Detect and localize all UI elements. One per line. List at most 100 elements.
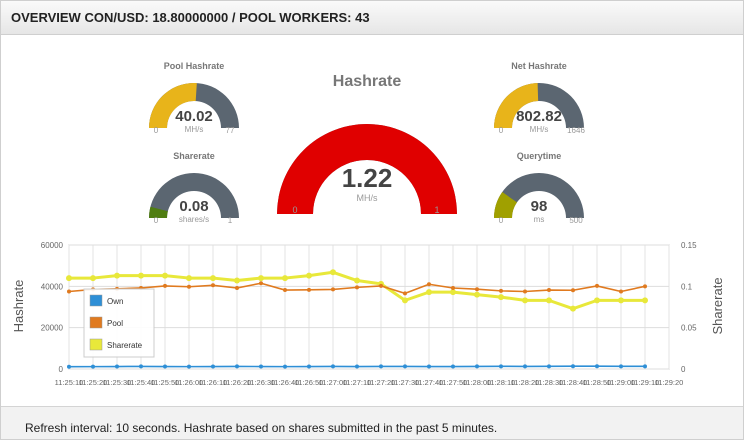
data-point-own: [235, 364, 239, 369]
gauge-net-hashrate-value: 802.82: [516, 108, 562, 125]
gauge-net-hashrate: Net Hashrate 802.82 MH/s 0 1646: [494, 61, 585, 135]
panel-footer: Refresh interval: 10 seconds. Hashrate b…: [1, 406, 743, 439]
data-point-sharerate: [162, 272, 168, 279]
data-point-pool: [499, 288, 503, 293]
x-tick-label: 11:26:50: [295, 378, 324, 387]
data-point-sharerate: [282, 275, 288, 282]
legend-swatch-own: [89, 294, 103, 307]
data-point-own: [499, 364, 503, 369]
data-point-sharerate: [186, 275, 192, 282]
gauge-hashrate-min: 0: [292, 205, 297, 215]
x-tick-label: 11:27:30: [391, 378, 420, 387]
x-tick-label: 11:25:30: [103, 378, 132, 387]
data-point-own: [595, 364, 599, 369]
gauge-querytime-value: 98: [531, 198, 548, 215]
data-point-own: [283, 364, 287, 369]
data-point-own: [523, 364, 527, 369]
data-point-pool: [619, 289, 623, 294]
x-tick-label: 11:27:00: [319, 378, 348, 387]
gauge-pool-hashrate-unit: MH/s: [185, 125, 204, 134]
x-tick-label: 11:28:50: [583, 378, 612, 387]
data-point-sharerate: [114, 272, 120, 279]
gauge-net-hashrate-title: Net Hashrate: [511, 61, 567, 71]
data-point-pool: [643, 284, 647, 289]
data-point-own: [259, 364, 263, 369]
gauge-querytime: Querytime 98 ms 0 500: [494, 151, 584, 225]
data-point-sharerate: [546, 297, 552, 304]
gauge-hashrate-max: 1: [434, 205, 439, 215]
data-point-sharerate: [642, 297, 648, 304]
data-point-sharerate: [210, 275, 216, 282]
gauge-hashrate: Hashrate 1.22 MH/s 0 1: [277, 73, 457, 215]
data-point-sharerate: [66, 275, 72, 282]
gauge-net-hashrate-fill: [494, 83, 539, 128]
data-point-pool: [211, 283, 215, 288]
data-point-own: [307, 364, 311, 369]
x-tick-label: 11:25:20: [79, 378, 108, 387]
data-point-sharerate: [450, 289, 456, 296]
data-point-sharerate: [234, 277, 240, 284]
data-point-sharerate: [498, 294, 504, 301]
gauge-sharerate-fill: [149, 206, 168, 218]
x-tick-label: 11:28:40: [559, 378, 588, 387]
data-point-own: [331, 364, 335, 369]
data-point-pool: [67, 289, 71, 294]
data-point-sharerate: [474, 291, 480, 298]
data-point-pool: [259, 281, 263, 286]
data-point-own: [187, 364, 191, 369]
data-point-own: [619, 364, 623, 369]
gauge-sharerate-min: 0: [154, 216, 159, 225]
hashrate-chart: 020000400006000000.050.10.1511:25:1011:2…: [11, 241, 725, 387]
x-tick-label: 11:27:50: [439, 378, 468, 387]
gauge-sharerate-track: [149, 173, 239, 218]
gauge-pool-hashrate-title: Pool Hashrate: [164, 61, 225, 71]
data-point-own: [403, 364, 407, 369]
y-tick-right: 0.1: [681, 282, 693, 291]
data-point-own: [427, 364, 431, 369]
data-point-sharerate: [90, 275, 96, 282]
data-point-sharerate: [330, 269, 336, 276]
gauge-querytime-min: 0: [499, 216, 504, 225]
legend-label-sharerate: Sharerate: [107, 341, 143, 350]
data-point-pool: [427, 282, 431, 287]
data-point-own: [451, 364, 455, 369]
data-point-sharerate: [594, 297, 600, 304]
data-point-own: [643, 364, 647, 369]
x-tick-label: 11:28:10: [487, 378, 516, 387]
gauge-sharerate-unit: shares/s: [179, 215, 209, 224]
data-point-own: [379, 364, 383, 369]
x-tick-label: 11:27:10: [343, 378, 372, 387]
gauge-net-hashrate-max: 1646: [567, 126, 585, 135]
x-tick-label: 11:26:30: [247, 378, 276, 387]
x-tick-label: 11:26:40: [271, 378, 300, 387]
x-tick-label: 11:28:00: [463, 378, 492, 387]
data-point-own: [355, 364, 359, 369]
y-tick-left: 40000: [41, 282, 64, 291]
gauge-querytime-title: Querytime: [517, 151, 562, 161]
x-tick-label: 11:26:00: [175, 378, 204, 387]
gauges-area: Pool Hashrate 40.02 MH/s 0 77 Net Hashra…: [149, 61, 585, 225]
data-point-sharerate: [306, 272, 312, 279]
legend-label-pool: Pool: [107, 319, 123, 328]
data-point-sharerate: [354, 277, 360, 284]
gauge-querytime-max: 500: [569, 216, 583, 225]
gauge-net-hashrate-unit: MH/s: [530, 125, 549, 134]
gauge-hashrate-value: 1.22: [342, 163, 393, 193]
chart-lines: [66, 269, 648, 369]
x-tick-label: 11:28:20: [511, 378, 540, 387]
data-point-pool: [571, 288, 575, 293]
data-point-sharerate: [138, 272, 144, 279]
data-point-sharerate: [522, 297, 528, 304]
gauge-hashrate-fill: [277, 124, 457, 214]
data-point-sharerate: [570, 305, 576, 312]
gauge-sharerate-title: Sharerate: [173, 151, 215, 161]
data-point-sharerate: [402, 297, 408, 304]
x-tick-label: 11:25:50: [151, 378, 180, 387]
gauge-sharerate-value: 0.08: [179, 198, 208, 215]
data-point-own: [211, 364, 215, 369]
panel-title: OVERVIEW CON/USD: 18.80000000 / POOL WOR…: [11, 10, 370, 25]
x-tick-label: 11:25:10: [55, 378, 84, 387]
data-point-pool: [331, 287, 335, 292]
refresh-info: Refresh interval: 10 seconds. Hashrate b…: [25, 421, 498, 435]
gauge-pool-hashrate-max: 77: [226, 126, 235, 135]
